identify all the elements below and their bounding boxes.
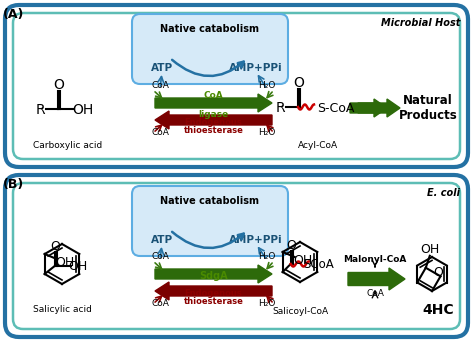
Text: Native catabolism: Native catabolism [161, 196, 259, 206]
Text: O: O [287, 238, 297, 252]
Text: thioesterase: thioesterase [183, 126, 244, 135]
Text: CoA: CoA [151, 299, 169, 308]
FancyBboxPatch shape [13, 13, 460, 159]
Text: OH: OH [420, 243, 439, 256]
Text: R: R [35, 103, 45, 117]
Text: OH: OH [55, 255, 74, 269]
Text: H₂O: H₂O [258, 252, 276, 261]
Text: H₂O: H₂O [258, 299, 276, 308]
Text: Endogenous: Endogenous [185, 288, 242, 297]
Text: CoA: CoA [151, 128, 169, 137]
FancyBboxPatch shape [5, 5, 468, 167]
Text: Endogenous: Endogenous [185, 118, 242, 127]
Text: H₂O: H₂O [258, 128, 276, 137]
Text: E. coli: E. coli [427, 188, 460, 198]
Text: Malonyl-CoA: Malonyl-CoA [343, 255, 407, 264]
Text: SdgA: SdgA [199, 271, 228, 281]
Text: S-CoA: S-CoA [317, 102, 355, 115]
Polygon shape [155, 265, 272, 283]
FancyBboxPatch shape [5, 175, 468, 337]
Text: OH: OH [73, 103, 94, 117]
Text: (A): (A) [3, 8, 24, 21]
Polygon shape [155, 94, 272, 112]
Text: AMP+PPi: AMP+PPi [229, 235, 283, 245]
Text: ATP: ATP [151, 63, 173, 73]
Text: ligase: ligase [199, 110, 228, 119]
Polygon shape [155, 282, 272, 300]
Polygon shape [348, 268, 405, 290]
Text: CoA: CoA [151, 81, 169, 90]
Text: Native catabolism: Native catabolism [161, 24, 259, 34]
Text: Natural
Products: Natural Products [399, 94, 457, 122]
Text: H₂O: H₂O [258, 81, 276, 90]
Text: SCoA: SCoA [303, 259, 334, 271]
Text: OH: OH [293, 254, 312, 266]
Text: OH: OH [68, 261, 87, 273]
FancyBboxPatch shape [13, 183, 460, 329]
Text: Acyl-CoA: Acyl-CoA [298, 141, 338, 150]
Text: CoA: CoA [366, 289, 384, 298]
Polygon shape [358, 99, 400, 117]
Text: (B): (B) [3, 178, 24, 191]
Text: O: O [293, 76, 304, 90]
Text: Salicylic acid: Salicylic acid [33, 305, 91, 314]
FancyBboxPatch shape [132, 14, 288, 84]
Text: CoA: CoA [151, 252, 169, 261]
Text: O: O [51, 239, 61, 253]
Text: CoA: CoA [204, 91, 223, 100]
Text: O: O [434, 266, 444, 279]
Polygon shape [155, 111, 272, 129]
Text: AMP+PPi: AMP+PPi [229, 63, 283, 73]
Text: 4HC: 4HC [422, 303, 454, 317]
Text: O: O [54, 78, 64, 92]
Polygon shape [350, 99, 387, 117]
Text: Microbial Host: Microbial Host [381, 18, 460, 28]
Text: ATP: ATP [151, 235, 173, 245]
Text: Salicoyl-CoA: Salicoyl-CoA [272, 307, 328, 316]
Text: thioesterase: thioesterase [183, 296, 244, 305]
Text: Carboxylic acid: Carboxylic acid [33, 141, 103, 150]
FancyBboxPatch shape [132, 186, 288, 256]
Text: R: R [275, 101, 285, 115]
